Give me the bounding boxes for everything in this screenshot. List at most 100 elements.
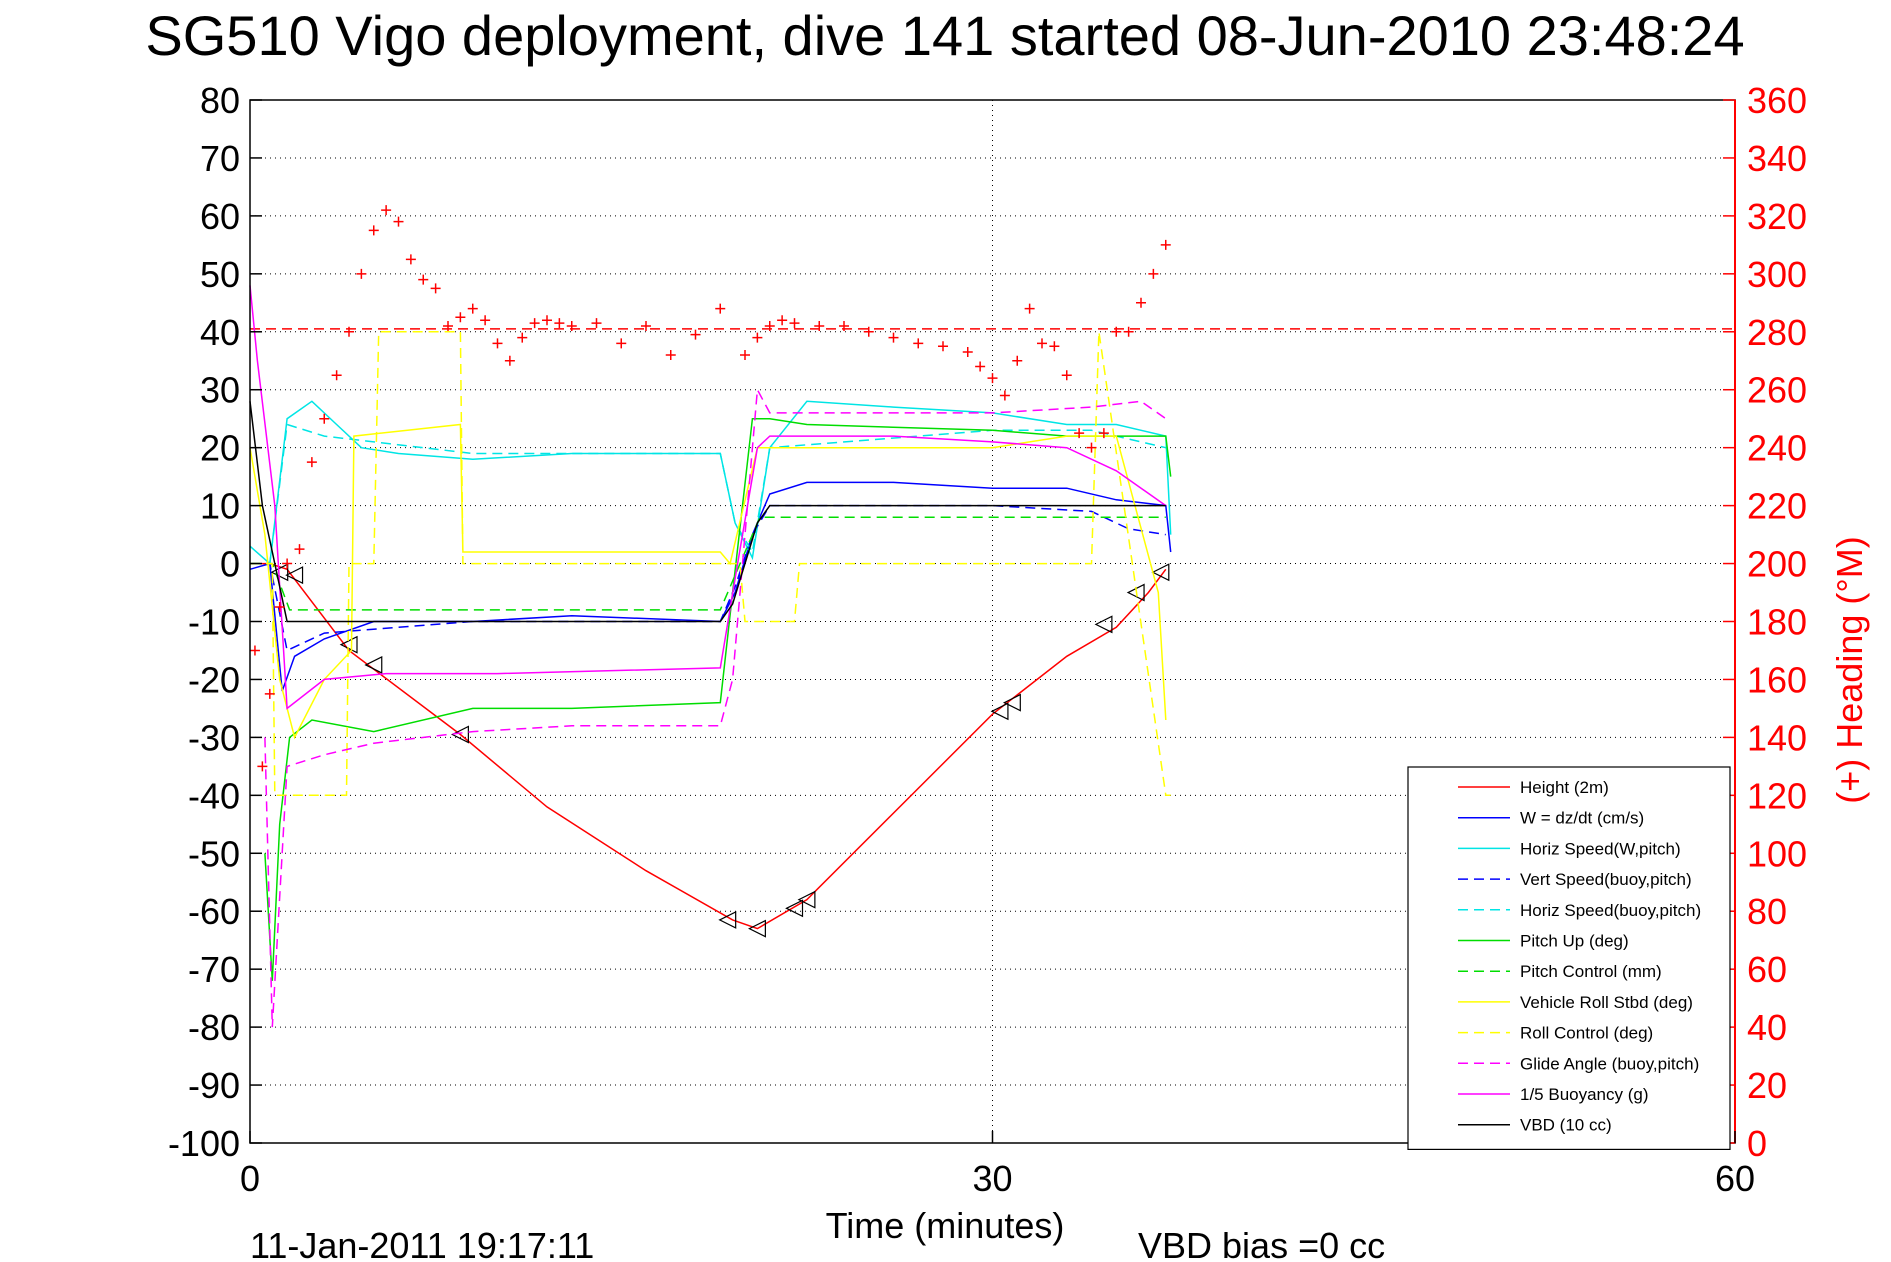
legend-entry: Horiz Speed(W,pitch) — [1520, 839, 1681, 858]
left-tick-label: -40 — [188, 775, 240, 816]
heading-point — [1111, 326, 1122, 337]
right-tick-label: 20 — [1747, 1065, 1787, 1106]
heading-point — [1049, 341, 1060, 352]
series-line-9 — [264, 387, 1167, 1028]
heading-point — [740, 349, 750, 360]
left-tick-label: 0 — [220, 544, 240, 585]
left-tick-label: 50 — [200, 254, 240, 295]
series-group — [249, 205, 1735, 1028]
x-tick-label: 60 — [1715, 1158, 1755, 1199]
heading-point — [257, 761, 268, 772]
heading-point — [566, 320, 577, 331]
left-tick-label: -60 — [188, 891, 240, 932]
heading-point — [1136, 297, 1146, 308]
heading-point — [1098, 428, 1109, 439]
heading-point — [690, 329, 701, 340]
legend-entry: Vert Speed(buoy,pitch) — [1520, 870, 1692, 889]
heading-point — [294, 544, 305, 555]
heading-point — [938, 341, 948, 352]
legend-entry: W = dz/dt (cm/s) — [1520, 809, 1644, 828]
x-axis-label: Time (minutes) — [826, 1205, 1065, 1246]
heading-point — [381, 205, 392, 216]
heading-point — [1061, 370, 1072, 381]
series-line-0 — [250, 562, 1167, 930]
right-tick-label: 40 — [1747, 1007, 1787, 1048]
legend-entry: VBD (10 cc) — [1520, 1116, 1612, 1135]
right-tick-label: 100 — [1747, 833, 1807, 874]
height-marker — [1094, 615, 1113, 634]
heading-point — [1074, 428, 1085, 439]
series-line-2 — [249, 400, 1172, 566]
left-tick-label: -90 — [188, 1065, 240, 1106]
right-tick-label: 280 — [1747, 312, 1807, 353]
heading-point — [319, 413, 330, 424]
heading-point — [752, 332, 763, 343]
heading-point — [430, 283, 441, 294]
legend-entry: Horiz Speed(buoy,pitch) — [1520, 901, 1701, 920]
height-marker — [748, 919, 766, 938]
right-tick-label: 320 — [1747, 196, 1807, 237]
height-marker — [718, 910, 737, 929]
heading-point — [356, 268, 367, 279]
series-line-3 — [250, 504, 1166, 652]
heading-point — [443, 320, 453, 331]
heading-point — [1160, 239, 1171, 250]
right-tick-label: 360 — [1747, 80, 1807, 121]
heading-point — [814, 320, 825, 331]
heading-point — [863, 326, 874, 337]
left-tick-label: 40 — [200, 312, 240, 353]
heading-point — [839, 320, 849, 331]
heading-point — [999, 390, 1010, 401]
chart-title: SG510 Vigo deployment, dive 141 started … — [145, 4, 1744, 67]
legend-entry: 1/5 Buoyancy (g) — [1520, 1085, 1649, 1104]
heading-point — [1148, 268, 1159, 279]
right-tick-label: 60 — [1747, 949, 1787, 990]
heading-point — [467, 303, 478, 314]
series-line-6 — [250, 516, 1166, 611]
height-marker — [1002, 693, 1021, 712]
right-tick-label: 180 — [1747, 602, 1807, 643]
legend-box — [1407, 766, 1731, 1150]
series-line-11 — [249, 401, 1166, 623]
heading-point — [282, 558, 293, 569]
height-marker — [339, 635, 358, 654]
heading-point — [249, 645, 260, 656]
series-line-4 — [250, 423, 1166, 565]
legend: Height (2m) W = dz/dt (cm/s) Horiz Speed(W… — [1407, 766, 1731, 1150]
legend-entry: Glide Angle (buoy,pitch) — [1520, 1054, 1699, 1073]
heading-point — [393, 216, 404, 227]
right-tick-label: 260 — [1747, 370, 1807, 411]
heading-point — [913, 338, 924, 349]
left-tick-label: -70 — [188, 949, 240, 990]
left-tick-label: -20 — [188, 659, 240, 700]
heading-point — [306, 457, 317, 468]
left-axis: 80 70 60 50 40 30 20 10 0 -10 -20 -30 -40 -50 -60 -70 -8… — [168, 80, 262, 1164]
x-axis: 0 30 60 — [240, 1131, 1755, 1199]
heading-point — [455, 312, 466, 323]
right-tick-label: 220 — [1747, 486, 1807, 527]
heading-point — [554, 318, 565, 329]
heading-point — [1086, 442, 1097, 453]
heading-point — [504, 355, 515, 366]
footer-vbd-bias: VBD bias =0 cc — [1138, 1225, 1385, 1262]
height-marker — [990, 702, 1009, 721]
right-tick-label: 0 — [1747, 1123, 1767, 1164]
legend-entry: Pitch Up (deg) — [1520, 932, 1629, 951]
left-tick-label: 30 — [200, 370, 240, 411]
heading-point — [591, 318, 602, 329]
left-tick-label: 60 — [200, 196, 240, 237]
heading-point — [987, 373, 998, 384]
right-tick-label: 160 — [1747, 659, 1807, 700]
left-tick-label: -50 — [188, 833, 240, 874]
heading-point — [616, 338, 627, 349]
heading-point — [405, 254, 416, 265]
right-tick-label: 200 — [1747, 544, 1807, 585]
heading-point — [1123, 326, 1134, 337]
height-marker — [451, 725, 469, 744]
x-tick-label: 0 — [240, 1158, 260, 1199]
series-line-1 — [249, 481, 1172, 692]
heading-point — [529, 318, 540, 329]
heading-point — [888, 332, 899, 343]
legend-entry: Height (2m) — [1520, 778, 1609, 797]
